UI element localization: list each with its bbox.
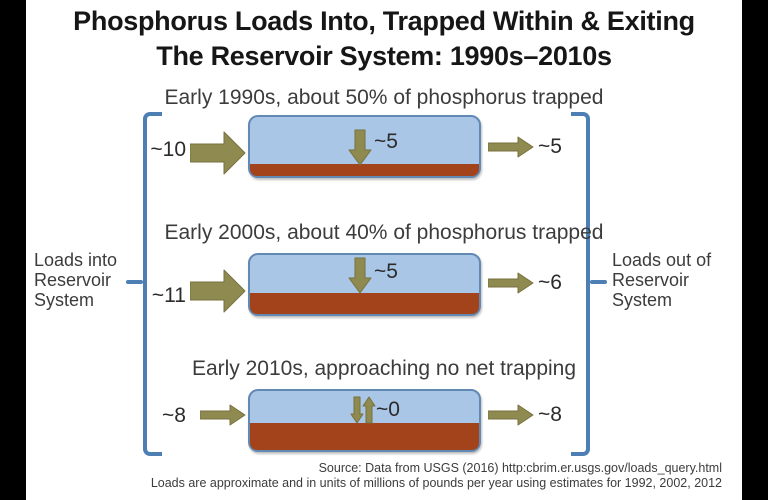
left-bracket-pointer xyxy=(126,280,143,284)
loads-into-label: Loads into Reservoir System xyxy=(34,250,117,310)
panel-1990s-load-in-value: ~10 xyxy=(150,138,186,161)
sediment-layer xyxy=(250,423,479,450)
right-arrow-icon xyxy=(488,404,534,426)
loads-out-line-1: Loads out of xyxy=(612,250,712,270)
panel-2010s-load-in-value: ~8 xyxy=(162,404,186,427)
panel-2000s-trapped-value: ~5 xyxy=(374,260,398,283)
panel-1990s-load-out-value: ~5 xyxy=(538,135,562,158)
panel-2010s-heading: Early 2010s, approaching no net trapping xyxy=(191,357,577,380)
right-bracket xyxy=(571,112,590,456)
right-arrow-icon xyxy=(200,404,246,426)
title-line-2: The Reservoir System: 1990s–2010s xyxy=(156,41,612,71)
diagram-stage: Phosphorus Loads Into, Trapped Within & … xyxy=(26,0,742,500)
note-line: Loads are approximate and in units of mi… xyxy=(150,475,722,490)
loads-out-label: Loads out of Reservoir System xyxy=(612,250,711,310)
panel-1990s-heading: Early 1990s, about 50% of phosphorus tra… xyxy=(164,86,604,109)
panel-2010s-load-out-value: ~8 xyxy=(538,403,562,426)
sediment-layer xyxy=(250,293,479,314)
right-arrow-icon xyxy=(190,131,246,175)
panel-2000s-heading: Early 2000s, about 40% of phosphorus tra… xyxy=(164,221,604,244)
loads-into-line-3: System xyxy=(34,290,95,310)
loads-out-line-2: Reservoir xyxy=(612,270,690,290)
up-down-arrows-icon xyxy=(350,396,376,424)
source-line: Source: Data from USGS (2016) http:cbrim… xyxy=(318,461,722,475)
loads-into-line-2: Reservoir xyxy=(34,270,112,290)
down-arrow-icon xyxy=(348,257,372,294)
diagram-title: Phosphorus Loads Into, Trapped Within & … xyxy=(26,4,742,74)
sediment-layer xyxy=(250,164,479,176)
left-bracket xyxy=(143,112,162,456)
right-arrow-icon xyxy=(488,136,534,158)
footer-notes: Source: Data from USGS (2016) http:cbrim… xyxy=(151,461,722,490)
right-arrow-icon xyxy=(190,269,246,313)
right-arrow-icon xyxy=(488,272,534,294)
reservoir-box-2010s xyxy=(248,389,481,452)
panel-1990s-trapped-value: ~5 xyxy=(374,130,398,153)
down-arrow-icon xyxy=(348,129,372,166)
title-line-1: Phosphorus Loads Into, Trapped Within & … xyxy=(73,6,695,36)
panel-2010s-trapped-value: ~0 xyxy=(376,398,400,421)
panel-2000s-load-in-value: ~11 xyxy=(151,284,186,307)
reservoir-box-1990s xyxy=(248,115,481,178)
loads-into-line-1: Loads into xyxy=(34,250,118,270)
panel-2000s-load-out-value: ~6 xyxy=(538,271,562,294)
right-bracket-pointer xyxy=(590,280,607,284)
loads-out-line-3: System xyxy=(612,290,673,310)
